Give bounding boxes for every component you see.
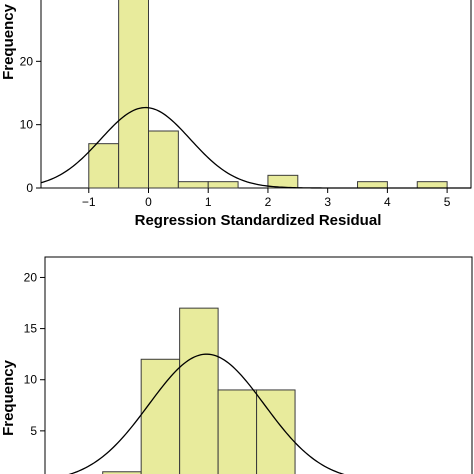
y-axis-title: Frequency <box>0 3 17 80</box>
y-axis-ticks: 0 10 20 <box>20 54 41 195</box>
histogram-bar <box>140 358 181 474</box>
histogram-bar <box>217 389 258 474</box>
y-tick-label: 5 <box>30 424 37 438</box>
histogram-bar <box>118 0 149 189</box>
histogram-bar <box>88 143 120 189</box>
histogram-bar <box>357 181 388 189</box>
x-axis-title: Regression Standardized Residual <box>135 212 382 229</box>
x-tick-label: 5 <box>444 195 451 209</box>
x-tick-label: 4 <box>384 195 391 209</box>
histogram-bar <box>179 307 219 474</box>
histogram-bar <box>267 174 299 189</box>
histogram-bar <box>256 389 296 474</box>
y-tick-label: 10 <box>24 373 38 387</box>
x-tick-label: 3 <box>324 195 331 209</box>
normal-curve <box>68 353 345 474</box>
y-tick-label: 20 <box>24 270 38 284</box>
histogram-bar <box>416 181 448 189</box>
residual-histogram-chart: −1 0 1 2 3 4 5 0 10 20 Frequency Regression Stan… <box>0 0 472 229</box>
histogram-bars <box>102 307 296 474</box>
y-axis-ticks: 05101520 <box>24 270 45 438</box>
frequency-histogram-chart: 05101520 Frequency <box>0 256 473 474</box>
normal-curve <box>40 106 471 189</box>
x-tick-label: 2 <box>265 195 272 209</box>
histogram-bar <box>148 130 179 189</box>
x-tick-label: −1 <box>82 195 96 209</box>
histogram-bar <box>207 181 239 189</box>
y-tick-label: 10 <box>20 118 34 132</box>
y-tick-label: 20 <box>20 54 34 68</box>
y-tick-label: 0 <box>26 181 33 195</box>
plot-frame <box>44 256 473 474</box>
histogram-bar <box>102 471 142 474</box>
y-axis-title: Frequency <box>0 359 17 436</box>
x-tick-label: 1 <box>205 195 212 209</box>
y-tick-label: 15 <box>24 322 38 336</box>
x-axis-ticks: −1 0 1 2 3 4 5 <box>82 188 451 209</box>
x-tick-label: 0 <box>145 195 152 209</box>
plot-frame <box>40 0 472 189</box>
histogram-bar <box>177 181 209 189</box>
histogram-bars <box>88 0 448 189</box>
